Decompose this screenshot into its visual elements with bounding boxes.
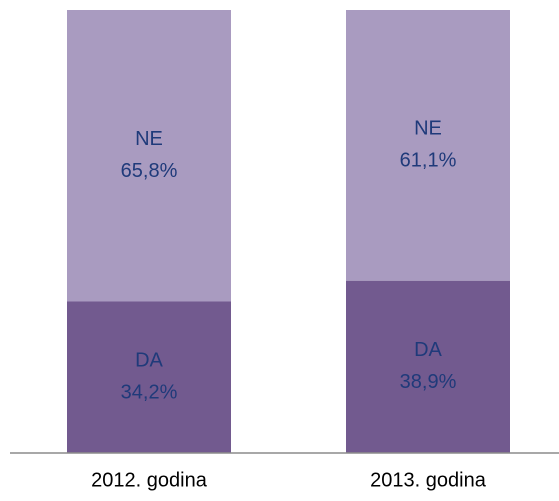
segment-name: NE [414,118,442,140]
bar-segment [67,10,231,302]
x-tick-label: 2012. godina [91,469,208,491]
segment-name: NE [135,128,163,150]
value-label: 34,2% [121,382,178,404]
x-tick-label: 2013. godina [370,469,487,491]
value-label: 38,9% [400,371,457,393]
bar-segment [346,280,510,453]
value-label: 61,1% [400,150,457,172]
segment-name: DA [414,339,442,361]
segment-name: DA [135,350,163,372]
value-label: 65,8% [121,160,178,182]
bar-segment [346,10,510,281]
bar-segment [67,301,231,453]
